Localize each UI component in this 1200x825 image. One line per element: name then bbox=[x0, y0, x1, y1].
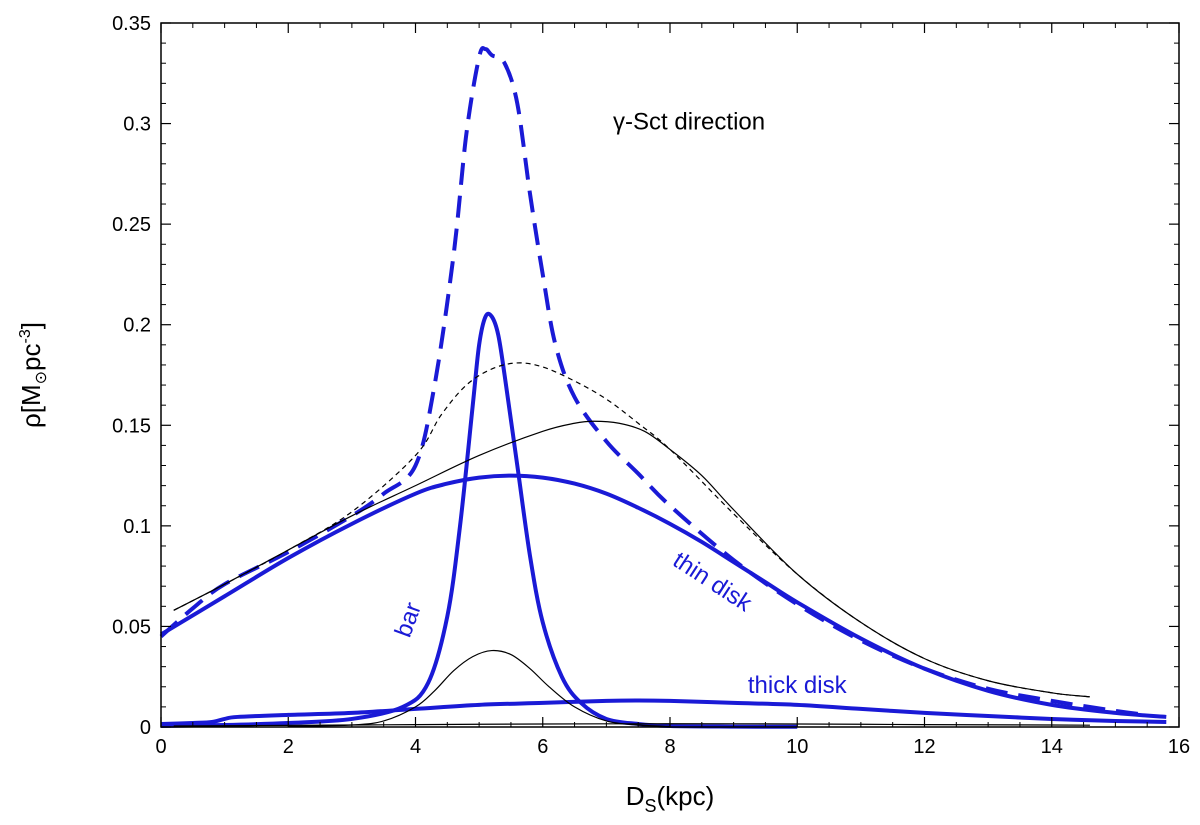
x-axis-title-unit: (kpc) bbox=[657, 781, 715, 811]
y-tick-label: 0.2 bbox=[123, 315, 151, 337]
series-line-total-black-dashed bbox=[173, 362, 1090, 698]
series-line-thin-disk bbox=[159, 473, 1167, 719]
annotation-thin-disk: thin disk bbox=[668, 547, 757, 618]
series-line-thick-disk-black bbox=[173, 723, 1090, 727]
y-axis-title-pre: ρ[M bbox=[16, 384, 46, 428]
y-tick-label: 0.35 bbox=[112, 13, 151, 35]
x-tick-label: 6 bbox=[537, 736, 548, 758]
y-tick-label: 0.15 bbox=[112, 415, 151, 437]
series-line-total-blue-dashed bbox=[159, 46, 1148, 717]
y-tick-label: 0.1 bbox=[123, 516, 151, 538]
tick-layer: 0 2 4 6 8 10 12 14 16 0 0.05 0.1 0.15 0.2 0.25 0.3 0.35 bbox=[112, 13, 1190, 758]
x-axis-title-main: D bbox=[626, 781, 645, 811]
x-tick-label: 4 bbox=[410, 736, 421, 758]
x-axis-title: DS(kpc) bbox=[626, 781, 715, 816]
y-tick-label: 0.05 bbox=[112, 616, 151, 638]
y-axis-title-sun: ⊙ bbox=[33, 371, 50, 384]
x-tick-label: 14 bbox=[1041, 736, 1063, 758]
annotation-bar: bar bbox=[390, 599, 427, 641]
y-axis-title: ρ[M⊙pc-3] bbox=[16, 322, 50, 428]
series-line-bar bbox=[160, 311, 798, 729]
annotation-sct-direction: γ-Sct direction bbox=[613, 109, 765, 136]
y-tick-label: 0.25 bbox=[112, 214, 151, 236]
y-tick-label: 0 bbox=[140, 717, 151, 739]
y-axis-title-post: ] bbox=[16, 322, 46, 329]
y-tick-label: 0.3 bbox=[123, 114, 151, 136]
series-line-bar-black bbox=[288, 649, 671, 727]
y-axis-title-exp: -3 bbox=[17, 329, 34, 343]
series-line-thin-disk-black bbox=[173, 420, 1090, 698]
x-tick-label: 8 bbox=[664, 736, 675, 758]
series-line-thick-disk bbox=[160, 698, 1167, 726]
x-tick-label: 10 bbox=[786, 736, 808, 758]
x-tick-label: 0 bbox=[155, 736, 166, 758]
x-axis-title-sub: S bbox=[644, 796, 656, 816]
series-layer bbox=[159, 46, 1167, 729]
y-axis-title-mid: pc bbox=[16, 343, 46, 370]
x-tick-label: 16 bbox=[1168, 736, 1190, 758]
x-tick-label: 2 bbox=[283, 736, 294, 758]
annotation-thick-disk: thick disk bbox=[748, 672, 848, 699]
x-tick-label: 12 bbox=[913, 736, 935, 758]
